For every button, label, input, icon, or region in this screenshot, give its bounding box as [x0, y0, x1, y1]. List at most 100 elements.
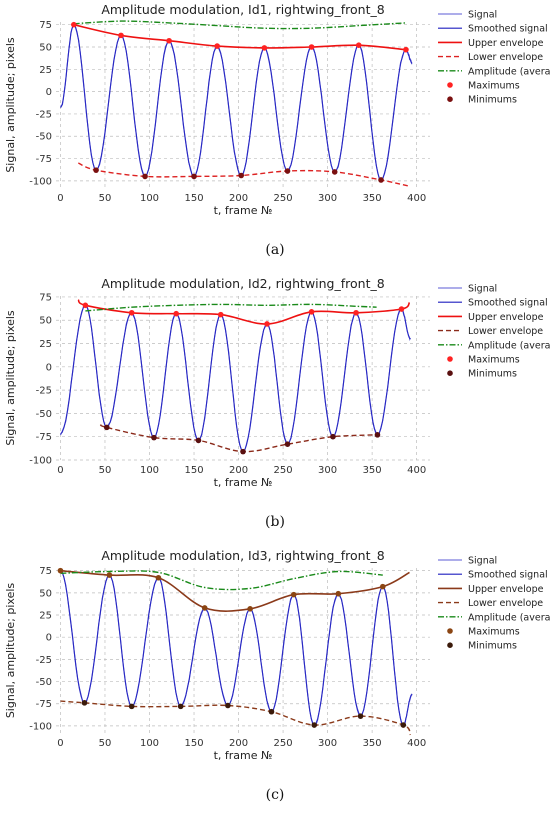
- x-tick-label: 350: [363, 738, 382, 749]
- legend-entry: Smoothed signal: [468, 570, 548, 581]
- legend-marker: [447, 82, 453, 88]
- legend-entry: Lower envelope: [468, 326, 543, 337]
- maximum-point: [173, 310, 180, 317]
- x-axis-label: t, frame №: [214, 204, 273, 217]
- chart-title: Amplitude modulation, Id2, rightwing_fro…: [101, 276, 384, 291]
- maximum-point: [106, 572, 113, 578]
- amplitude-average-line: [85, 303, 377, 312]
- maximum-point: [118, 32, 124, 39]
- minimum-point: [81, 700, 88, 706]
- maximum-point: [290, 591, 297, 598]
- y-tick-label: 50: [39, 42, 52, 53]
- amplitude-average-line: [60, 570, 383, 591]
- y-tick-label: -100: [29, 456, 52, 467]
- x-tick-label: 100: [140, 465, 159, 476]
- x-tick-label: 350: [363, 465, 382, 476]
- x-tick-label: 250: [274, 193, 293, 204]
- legend-entry: Minimums: [468, 641, 517, 652]
- x-axis-label: t, frame №: [214, 476, 273, 489]
- chart-title: Amplitude modulation, Id1, rightwing_fro…: [101, 2, 384, 17]
- legend-entry: Upper envelope: [468, 312, 544, 323]
- legend-marker: [447, 356, 453, 362]
- maximum-point: [155, 574, 162, 581]
- maximum-point: [71, 21, 77, 28]
- y-tick-label: -50: [36, 677, 52, 688]
- panel-label: (c): [266, 787, 285, 803]
- y-tick-label: -100: [29, 176, 52, 187]
- x-tick-label: 50: [99, 465, 112, 476]
- x-tick-label: 200: [229, 738, 248, 749]
- minimum-point: [240, 448, 246, 455]
- maximum-point: [201, 605, 208, 611]
- grid: [56, 568, 430, 733]
- x-tick-label: 300: [318, 465, 337, 476]
- legend-entry: Upper envelope: [468, 38, 544, 49]
- minimum-point: [195, 437, 202, 444]
- y-tick-label: 75: [39, 566, 52, 577]
- minimum-point: [103, 424, 110, 431]
- panel-label: (b): [265, 514, 285, 530]
- x-tick-label: 300: [318, 738, 337, 749]
- minimum-point: [357, 713, 364, 719]
- y-tick-label: 75: [39, 292, 52, 303]
- y-tick-label: -50: [36, 132, 52, 143]
- chart-panel-2: 0 50 100 150 200 250 300 350 4007550250-25-50-75…: [4, 276, 550, 530]
- minimum-point: [284, 441, 291, 447]
- x-tick-label: 50: [99, 193, 112, 204]
- y-axis-label: Signal, amplitude; pixels: [4, 37, 17, 173]
- legend-entry: Amplitude (average): [468, 66, 550, 77]
- x-tick-label: 100: [140, 193, 159, 204]
- legend-entry: Smoothed signal: [468, 24, 548, 35]
- legend-entry: Amplitude (average): [468, 612, 550, 623]
- minimum-point: [93, 167, 99, 173]
- legend-entry: Maximums: [468, 627, 520, 638]
- x-axis-label: t, frame №: [214, 749, 273, 762]
- legend-marker: [447, 628, 453, 634]
- maximum-point: [398, 306, 405, 312]
- maximum-point: [214, 43, 220, 49]
- legend-entry: Maximums: [468, 81, 520, 92]
- maximum-point: [308, 309, 315, 315]
- x-tick-label: 150: [184, 738, 203, 749]
- x-tick-label: 50: [99, 738, 112, 749]
- y-tick-label: 0: [46, 362, 52, 373]
- legend-entry: Lower envelope: [468, 52, 543, 63]
- maximum-point: [82, 302, 89, 309]
- y-tick-label: 50: [39, 588, 52, 599]
- x-tick-label: 0: [57, 193, 63, 204]
- minimum-point: [268, 708, 275, 715]
- plot-area: [56, 22, 430, 188]
- y-tick-label: 0: [46, 87, 52, 98]
- legend-marker: [447, 642, 453, 648]
- legend-marker: [447, 370, 453, 377]
- lower-envelope-line: [60, 700, 412, 736]
- y-tick-label: -100: [29, 721, 52, 732]
- legend: Signal Smoothed signal Upper envelope Lower…: [438, 10, 550, 106]
- minimum-point: [378, 177, 384, 183]
- minimum-point: [238, 172, 245, 179]
- legend-entry: Signal: [468, 10, 497, 21]
- legend: Signal Smoothed signal Upper envelope Lower…: [438, 284, 550, 380]
- maximum-point: [403, 46, 409, 53]
- y-tick-label: 25: [39, 65, 52, 76]
- x-tick-label: 200: [229, 193, 248, 204]
- x-tick-label: 0: [57, 465, 63, 476]
- legend-entry: Upper envelope: [468, 584, 544, 595]
- x-tick-label: 150: [184, 193, 203, 204]
- legend-entry: Lower envelope: [468, 598, 543, 609]
- y-tick-label: -25: [36, 109, 52, 120]
- y-tick-label: 0: [46, 633, 52, 644]
- legend-entry: Signal: [468, 284, 497, 295]
- y-tick-label: 25: [39, 339, 52, 350]
- y-tick-label: -75: [36, 432, 52, 443]
- minimum-point: [284, 168, 291, 174]
- x-tick-label: 250: [274, 465, 293, 476]
- y-axis-label: Signal, amplitude; pixels: [4, 583, 17, 719]
- legend-entry: Maximums: [468, 355, 520, 366]
- maximum-point: [128, 309, 135, 316]
- maximum-point: [247, 606, 253, 612]
- maximum-point: [335, 590, 342, 597]
- y-tick-label: -25: [36, 386, 52, 397]
- x-tick-label: 350: [363, 193, 382, 204]
